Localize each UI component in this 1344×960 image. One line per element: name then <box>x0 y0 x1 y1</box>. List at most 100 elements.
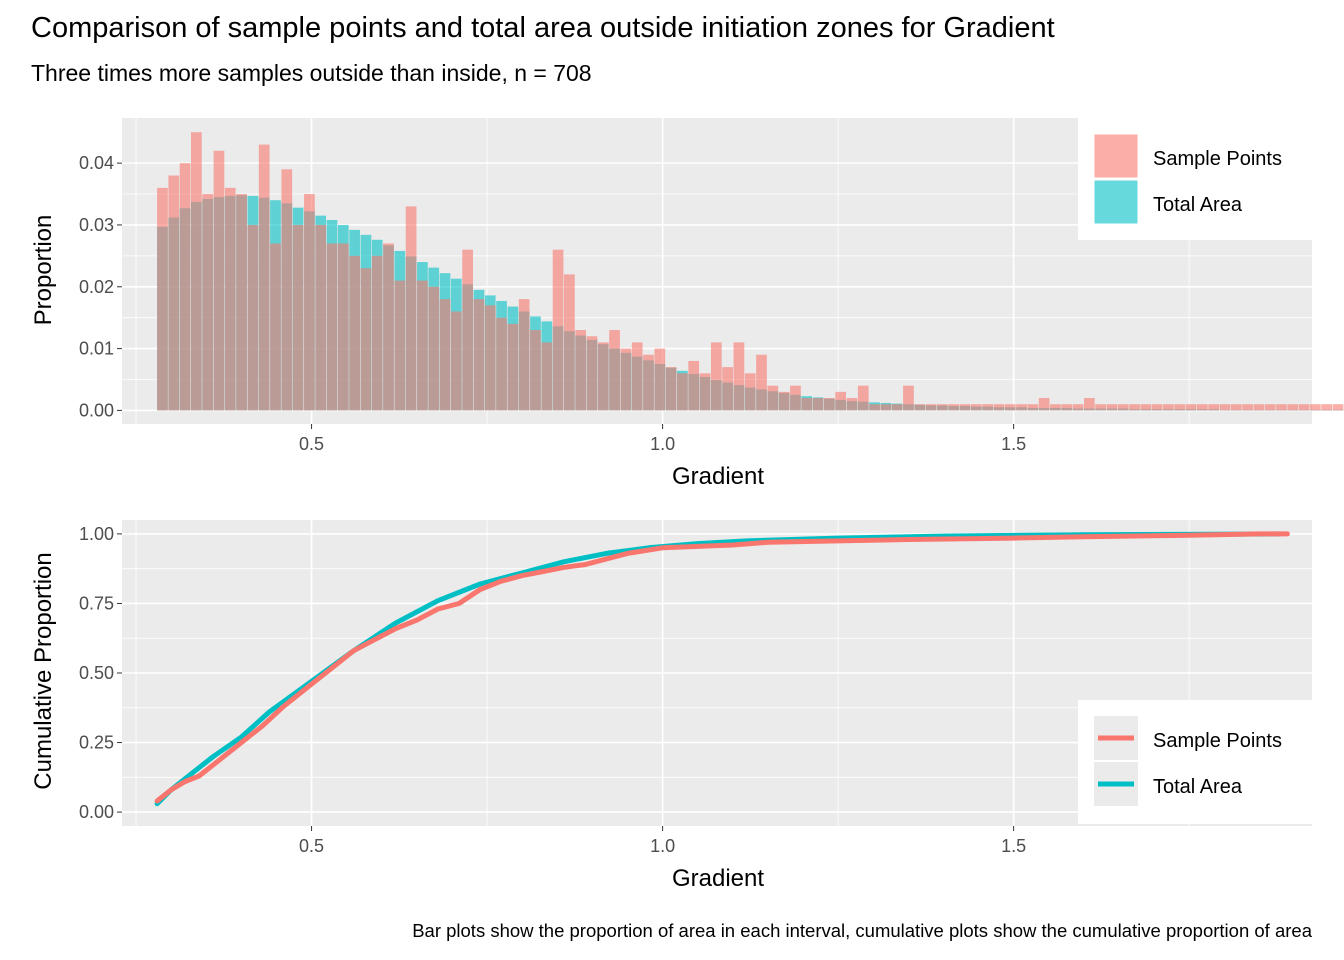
sample-points-bar <box>970 404 982 411</box>
sample-points-bar <box>677 373 688 411</box>
histogram-y-ticks: 0.00 0.01 0.02 0.03 0.04 <box>79 153 114 420</box>
sample-points-bar <box>1129 404 1140 411</box>
sample-points-bar <box>744 373 756 411</box>
sample-points-bar <box>1004 404 1016 411</box>
sample-points-bar <box>1242 404 1253 411</box>
sample-points-bar <box>552 249 564 411</box>
sample-points-bar <box>1185 404 1197 411</box>
sample-points-bar <box>914 404 926 411</box>
sample-points-bar <box>597 342 609 411</box>
sample-points-bar <box>1140 404 1152 411</box>
sample-points-bar <box>507 323 519 411</box>
x-axis-label: Gradient <box>672 865 764 892</box>
sample-points-bar <box>835 391 847 411</box>
sample-points-bar <box>439 299 451 411</box>
sample-points-bar <box>1174 404 1186 411</box>
sample-points-bar <box>428 286 440 411</box>
sample-points-bar <box>1230 404 1242 411</box>
sample-points-bar <box>326 243 338 411</box>
y-tick-label: 0.03 <box>79 215 114 235</box>
sample-points-bar <box>688 360 700 411</box>
sample-points-bar <box>1151 404 1163 411</box>
sample-points-bar <box>948 404 960 411</box>
sample-points-bar <box>191 132 202 411</box>
sample-points-bar <box>993 404 1005 411</box>
sample-points-bar <box>157 187 168 411</box>
x-axis-label: Gradient <box>672 463 764 490</box>
sample-points-bar <box>903 385 914 411</box>
y-axis-label: Cumulative Proportion <box>30 552 57 789</box>
sample-points-bar <box>417 280 428 411</box>
sample-points-bar <box>1208 404 1220 411</box>
histogram-legend: Sample Points Total Area <box>1078 118 1312 240</box>
x-tick-label: 1.0 <box>650 836 675 856</box>
sample-points-bar <box>315 224 327 411</box>
sample-points-bar <box>337 243 349 411</box>
sample-points-bar <box>710 342 722 411</box>
sample-points-bar <box>620 348 632 411</box>
y-axis-label: Proportion <box>30 215 57 326</box>
legend-key-sample-points <box>1093 133 1139 179</box>
sample-points-bar <box>812 398 824 411</box>
sample-points-bar <box>1072 404 1084 411</box>
sample-points-bar <box>564 274 575 411</box>
cumulative-legend: Sample Points Total Area <box>1078 700 1312 824</box>
sample-points-bar <box>1219 404 1231 411</box>
sample-points-bar <box>778 391 790 411</box>
sample-points-bar <box>609 330 620 411</box>
y-tick-label: 0.04 <box>79 153 114 173</box>
legend-label: Sample Points <box>1153 148 1282 170</box>
sample-points-bars <box>157 132 1344 411</box>
sample-points-bar <box>1321 404 1333 411</box>
sample-points-bar <box>1106 404 1118 411</box>
sample-points-bar <box>756 354 767 411</box>
sample-points-bar <box>823 398 835 411</box>
sample-points-bar <box>1310 404 1321 411</box>
sample-points-bar <box>982 404 993 411</box>
sample-points-bar <box>394 280 406 411</box>
sample-points-bar <box>1083 398 1095 411</box>
sample-points-bar <box>168 175 180 411</box>
sample-points-bar <box>1298 404 1310 411</box>
sample-points-line <box>154 531 1290 804</box>
y-tick-label: 0.02 <box>79 277 114 297</box>
sample-points-bar <box>270 243 281 411</box>
chart-subtitle: Three times more samples outside than in… <box>31 60 592 86</box>
sample-points-bar <box>371 255 383 411</box>
sample-points-bar <box>202 194 214 411</box>
legend-label: Total Area <box>1153 194 1243 216</box>
y-tick-label: 0.00 <box>79 802 114 822</box>
x-tick-label: 0.5 <box>299 434 324 454</box>
y-tick-label: 1.00 <box>79 524 114 544</box>
sample-points-bar <box>1038 398 1050 411</box>
sample-points-bar <box>484 305 496 411</box>
sample-points-bar <box>281 169 293 411</box>
sample-points-bar <box>959 404 971 411</box>
sample-points-bar <box>654 348 666 411</box>
sample-points-bar <box>258 144 270 411</box>
sample-points-bar <box>1264 404 1276 411</box>
x-tick-label: 1.5 <box>1001 836 1026 856</box>
cumulative-x-ticks: 0.5 1.0 1.5 <box>299 836 1026 856</box>
sample-points-bar <box>937 404 948 411</box>
sample-points-bar <box>665 367 677 411</box>
sample-points-bar <box>473 299 485 411</box>
sample-points-bar <box>1061 404 1073 411</box>
sample-points-bar <box>891 404 903 411</box>
y-tick-label: 0.50 <box>79 663 114 683</box>
histogram-x-ticks: 0.5 1.0 1.5 <box>299 434 1026 454</box>
legend-label: Sample Points <box>1153 730 1282 752</box>
sample-points-bar <box>699 373 711 411</box>
chart-title: Comparison of sample points and total ar… <box>31 12 1055 44</box>
sample-points-bar <box>586 336 598 411</box>
sample-points-bar <box>1050 404 1061 411</box>
legend-label: Total Area <box>1153 776 1243 798</box>
chart-caption: Bar plots show the proportion of area in… <box>412 920 1312 941</box>
x-tick-label: 0.5 <box>299 836 324 856</box>
sample-points-bar <box>880 404 892 411</box>
sample-points-bar <box>1016 404 1027 411</box>
y-tick-label: 0.25 <box>79 733 114 753</box>
sample-points-bar <box>224 187 236 411</box>
sample-points-bar <box>541 342 553 411</box>
sample-points-bar <box>722 367 733 411</box>
